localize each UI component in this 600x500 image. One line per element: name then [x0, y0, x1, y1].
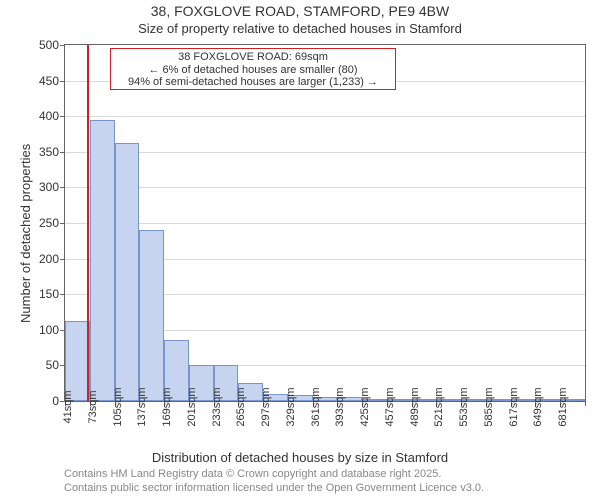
footer-line-1: Contains HM Land Registry data © Crown c… [64, 468, 484, 482]
x-tick-label: 425sqm [359, 387, 371, 426]
y-tick-label: 200 [39, 252, 59, 266]
x-tick-label: 41sqm [62, 390, 74, 423]
histogram-bar [90, 120, 115, 401]
x-tick-label: 137sqm [136, 387, 148, 426]
x-tick-label: 329sqm [285, 387, 297, 426]
footer-attribution: Contains HM Land Registry data © Crown c… [64, 468, 484, 496]
y-tick [60, 45, 65, 46]
y-tick-label: 250 [39, 216, 59, 230]
y-tick-label: 300 [39, 180, 59, 194]
x-tick-label: 681sqm [557, 387, 569, 426]
gridline [65, 223, 585, 224]
y-tick-label: 50 [46, 358, 59, 372]
y-tick-label: 350 [39, 145, 59, 159]
page-title: 38, FOXGLOVE ROAD, STAMFORD, PE9 4BW [0, 4, 600, 19]
x-tick-label: 105sqm [112, 387, 124, 426]
y-tick-label: 0 [52, 394, 59, 408]
y-tick [60, 259, 65, 260]
x-tick-label: 393sqm [334, 387, 346, 426]
x-tick-label: 297sqm [260, 387, 272, 426]
x-tick-label: 489sqm [409, 387, 421, 426]
x-tick [585, 401, 586, 406]
x-tick-label: 617sqm [508, 387, 520, 426]
y-axis-label: Number of detached properties [18, 144, 33, 323]
y-tick [60, 223, 65, 224]
gridline [65, 116, 585, 117]
gridline [65, 152, 585, 153]
callout-line3: 94% of semi-detached houses are larger (… [115, 76, 391, 89]
y-tick-label: 500 [39, 38, 59, 52]
callout-line2: ← 6% of detached houses are smaller (80) [115, 64, 391, 77]
y-tick [60, 81, 65, 82]
callout-line1: 38 FOXGLOVE ROAD: 69sqm [115, 51, 391, 64]
x-tick-label: 585sqm [483, 387, 495, 426]
x-tick-label: 169sqm [161, 387, 173, 426]
y-tick [60, 187, 65, 188]
x-tick-label: 553sqm [458, 387, 470, 426]
y-tick-label: 450 [39, 74, 59, 88]
property-callout: 38 FOXGLOVE ROAD: 69sqm← 6% of detached … [110, 48, 396, 90]
x-tick-label: 361sqm [310, 387, 322, 426]
x-tick-label: 265sqm [235, 387, 247, 426]
histogram-bar [115, 143, 140, 401]
chart-plot-area: 05010015020025030035040045050041sqm73sqm… [64, 44, 586, 402]
y-tick [60, 152, 65, 153]
x-tick-label: 649sqm [532, 387, 544, 426]
x-tick-label: 521sqm [433, 387, 445, 426]
y-tick-label: 400 [39, 109, 59, 123]
page-subtitle: Size of property relative to detached ho… [0, 22, 600, 36]
x-tick-label: 233sqm [211, 387, 223, 426]
y-tick [60, 116, 65, 117]
gridline [65, 187, 585, 188]
x-tick-label: 457sqm [384, 387, 396, 426]
histogram-bar [139, 230, 164, 401]
property-marker-line [87, 45, 89, 401]
footer-line-2: Contains public sector information licen… [64, 482, 484, 496]
y-tick-label: 150 [39, 287, 59, 301]
y-tick [60, 294, 65, 295]
y-tick-label: 100 [39, 323, 59, 337]
x-tick-label: 201sqm [186, 387, 198, 426]
x-axis-label: Distribution of detached houses by size … [0, 450, 600, 465]
